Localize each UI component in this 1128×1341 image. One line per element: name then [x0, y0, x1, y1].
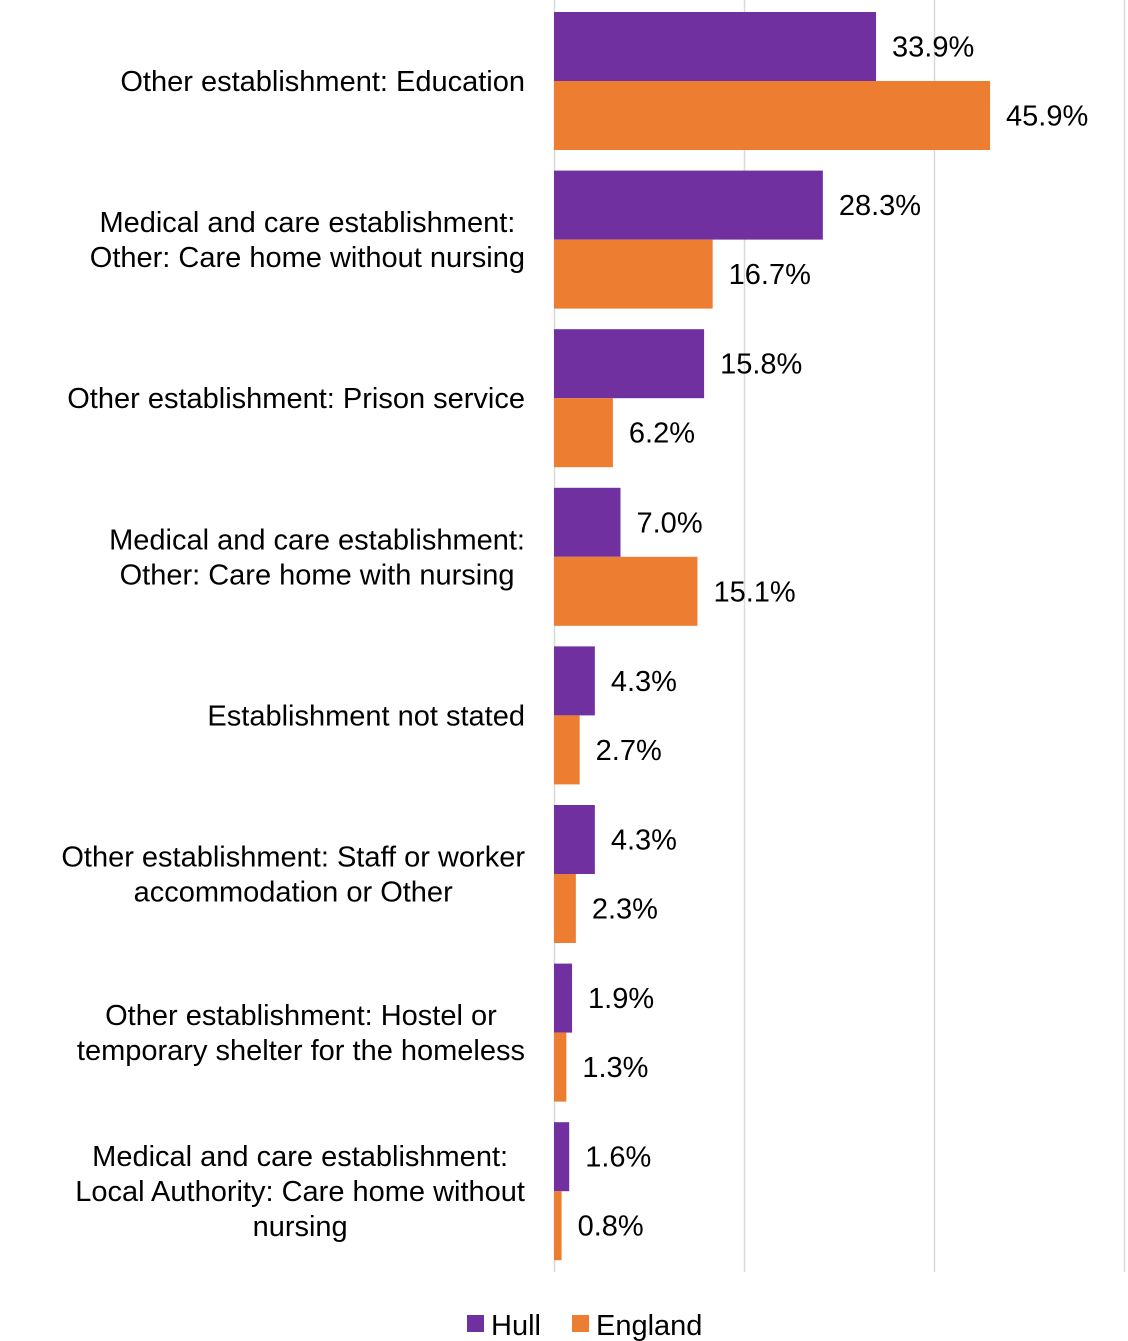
- legend-label-hull: Hull: [491, 1310, 541, 1341]
- bar-hull-1: [554, 170, 823, 240]
- bar-hull-4: [554, 646, 595, 716]
- bar-england-7: [554, 1191, 562, 1261]
- value-label-hull-1: 28.3%: [839, 190, 921, 222]
- category-label-3: Medical and care establishment: Other: Ca…: [109, 524, 525, 591]
- value-label-hull-2: 15.8%: [720, 349, 802, 381]
- data-labels: 33.9% 45.9% 28.3% 16.7% 15.8% 6.2% 7.0% 15.1% 4.…: [578, 32, 1089, 1243]
- bar-england-0: [554, 81, 991, 150]
- category-label-7: Medical and care establishment: Local Aut…: [75, 1141, 525, 1243]
- bar-england-5: [554, 874, 576, 943]
- bar-england-2: [554, 398, 613, 468]
- bar-england-1: [554, 239, 713, 309]
- value-label-england-3: 15.1%: [713, 576, 795, 608]
- bar-hull-0: [554, 12, 877, 81]
- value-label-england-5: 2.3%: [592, 894, 658, 926]
- bar-england-6: [554, 1032, 567, 1102]
- bar-hull-2: [554, 329, 705, 399]
- value-label-england-6: 1.3%: [582, 1052, 648, 1084]
- bars: [554, 12, 991, 1261]
- value-label-hull-4: 4.3%: [611, 666, 677, 698]
- category-label-2: Other establishment: Prison service: [67, 383, 525, 415]
- value-label-hull-5: 4.3%: [611, 825, 677, 857]
- bar-hull-3: [554, 487, 621, 557]
- category-label-0: Other establishment: Education: [120, 66, 525, 98]
- value-label-england-4: 2.7%: [596, 735, 662, 767]
- value-label-england-0: 45.9%: [1006, 101, 1088, 133]
- value-label-hull-3: 7.0%: [637, 507, 703, 539]
- legend-label-england: England: [596, 1310, 702, 1341]
- category-label-5: Other establishment: Staff or worker acco…: [61, 842, 525, 909]
- legend: Hull England: [467, 1310, 702, 1341]
- value-label-hull-7: 1.6%: [585, 1142, 651, 1174]
- value-label-hull-0: 33.9%: [892, 32, 974, 64]
- bar-hull-7: [554, 1122, 570, 1192]
- category-label-6: Other establishment: Hostel or temporary …: [77, 1000, 525, 1067]
- category-labels: Other establishment: Education Medical an…: [61, 66, 525, 1243]
- value-label-england-2: 6.2%: [629, 418, 695, 450]
- bar-hull-5: [554, 805, 595, 874]
- bar-england-3: [554, 556, 698, 626]
- bar-hull-6: [554, 963, 573, 1033]
- bar-england-4: [554, 715, 580, 785]
- value-label-hull-6: 1.9%: [588, 983, 654, 1015]
- category-label-1: Medical and care establishment: Other: Ca…: [90, 207, 525, 274]
- category-label-4: Establishment not stated: [207, 700, 525, 732]
- value-label-england-1: 16.7%: [729, 259, 811, 291]
- legend-swatch-england: [572, 1315, 589, 1332]
- legend-swatch-hull: [467, 1315, 484, 1332]
- value-label-england-7: 0.8%: [578, 1211, 644, 1243]
